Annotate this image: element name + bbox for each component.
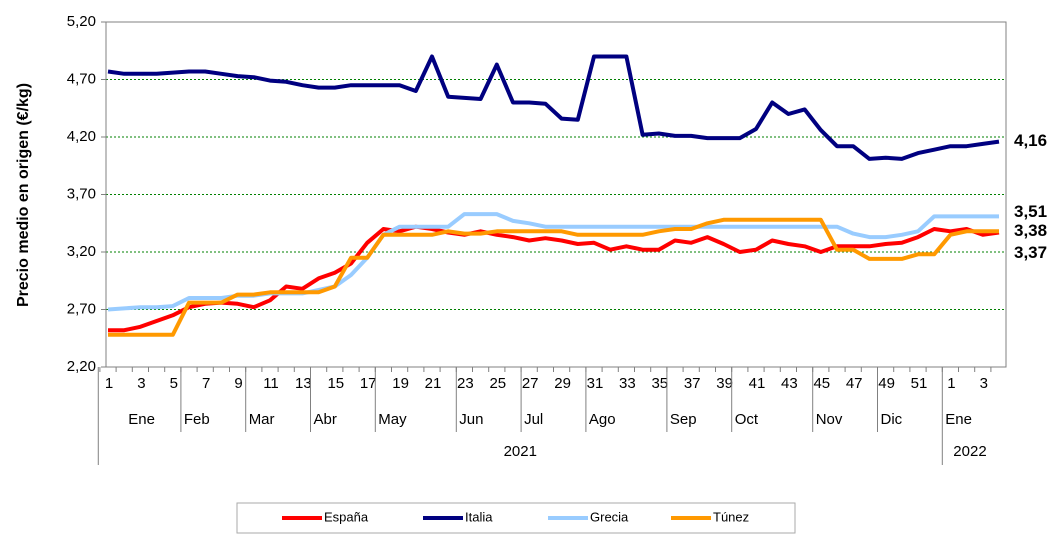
legend-label: España [324, 509, 369, 524]
x-tick-label: 51 [911, 375, 928, 392]
x-tick-label: 29 [554, 375, 571, 392]
legend-label: Túnez [713, 509, 749, 524]
x-tick-label: 5 [170, 375, 178, 392]
x-tick-label: 9 [234, 375, 242, 392]
x-tick-label: 1 [105, 375, 113, 392]
month-label: Sep [670, 411, 697, 428]
x-tick-label: 19 [392, 375, 409, 392]
y-tick-label: 3,20 [67, 243, 96, 260]
x-tick-label: 21 [425, 375, 442, 392]
month-label: Jul [524, 411, 543, 428]
y-tick-label: 4,70 [67, 70, 96, 87]
x-tick-label: 11 [263, 375, 279, 392]
month-label: Dic [881, 411, 903, 428]
x-tick-label: 25 [489, 375, 506, 392]
x-tick-label: 33 [619, 375, 636, 392]
month-label: Jun [459, 411, 483, 428]
end-label: 3,37 [1014, 243, 1047, 262]
legend-label: Grecia [590, 509, 629, 524]
x-tick-label: 1 [947, 375, 955, 392]
end-label: 3,51 [1014, 202, 1047, 221]
month-label: Oct [735, 411, 759, 428]
month-label: Feb [184, 411, 210, 428]
year-label: 2022 [953, 443, 986, 460]
month-label: Ene [128, 411, 155, 428]
x-tick-label: 13 [295, 375, 312, 392]
x-tick-label: 39 [716, 375, 733, 392]
x-tick-label: 31 [587, 375, 604, 392]
month-label: Abr [314, 411, 337, 428]
series-line [108, 224, 1000, 333]
x-tick-label: 37 [684, 375, 701, 392]
legend-label: Italia [465, 509, 493, 524]
end-label: 3,38 [1014, 221, 1047, 240]
x-tick-label: 35 [651, 375, 668, 392]
y-tick-label: 2,20 [67, 358, 96, 375]
month-label: Nov [816, 411, 843, 428]
y-tick-label: 5,20 [67, 13, 96, 30]
x-tick-label: 47 [846, 375, 863, 392]
plot-border [105, 21, 1007, 368]
x-tick-label: 3 [137, 375, 145, 392]
month-label: Ago [589, 411, 616, 428]
x-tick-label: 23 [457, 375, 474, 392]
x-tick-label: 15 [327, 375, 344, 392]
x-tick-label: 17 [360, 375, 377, 392]
month-label: Ene [945, 411, 972, 428]
x-tick-label: 45 [813, 375, 830, 392]
x-tick-label: 27 [522, 375, 539, 392]
y-tick-label: 4,20 [67, 128, 96, 145]
y-tick-label: 2,70 [67, 300, 96, 317]
month-label: May [378, 411, 407, 428]
year-label: 2021 [504, 443, 537, 460]
x-tick-label: 41 [749, 375, 766, 392]
x-tick-label: 3 [980, 375, 988, 392]
x-tick-label: 7 [202, 375, 210, 392]
x-tick-label: 49 [878, 375, 895, 392]
end-label: 4,16 [1014, 131, 1047, 150]
x-tick-label: 43 [781, 375, 798, 392]
series-line [107, 54, 1000, 161]
y-axis-title: Precio medio en origen (€/kg) [15, 83, 32, 307]
series-line [108, 217, 999, 337]
month-label: Mar [249, 411, 275, 428]
y-tick-label: 3,70 [67, 185, 96, 202]
